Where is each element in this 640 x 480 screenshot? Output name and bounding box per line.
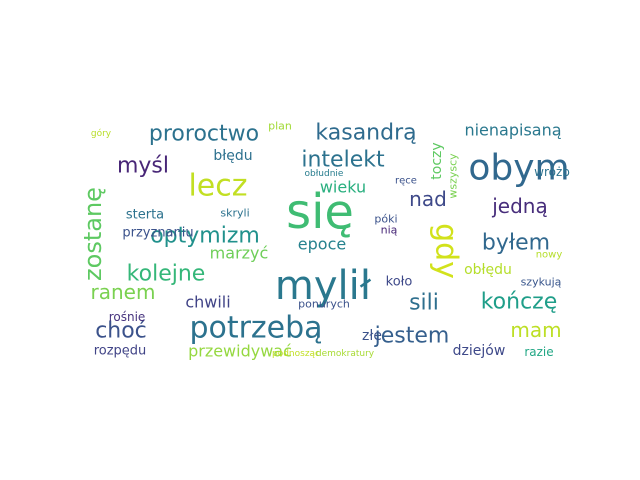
- cloud-word: obym: [468, 148, 569, 189]
- cloud-word: dziejów: [453, 343, 506, 359]
- cloud-word: kończę: [481, 290, 558, 315]
- cloud-word: gdy: [429, 223, 464, 279]
- cloud-word: sili: [409, 291, 439, 316]
- cloud-word: epoce: [298, 235, 346, 254]
- cloud-word: nią: [381, 224, 398, 237]
- cloud-word: kolejne: [127, 262, 206, 287]
- cloud-word: myśl: [117, 154, 169, 179]
- cloud-word: przyznaniu: [122, 226, 193, 241]
- cloud-word: skryli: [220, 207, 249, 220]
- cloud-word: obłędu: [464, 262, 512, 278]
- cloud-word: mam: [510, 318, 561, 342]
- cloud-word: góry: [91, 128, 112, 139]
- cloud-word: ranem: [91, 280, 156, 304]
- cloud-word: ponurych: [298, 298, 350, 311]
- cloud-word: przewidywać: [188, 342, 292, 361]
- cloud-word: nienapisaną: [464, 121, 561, 140]
- cloud-word: wróżb: [534, 165, 570, 179]
- cloud-word: demokratury: [316, 349, 375, 359]
- cloud-word: jestem: [374, 324, 450, 349]
- cloud-word: błędu: [213, 148, 252, 164]
- cloud-word: podnosząc: [272, 349, 320, 359]
- cloud-word: sterta: [126, 208, 164, 223]
- cloud-word: intelekt: [301, 148, 385, 173]
- cloud-word: razie: [524, 345, 553, 359]
- cloud-word: zostanę: [79, 187, 107, 281]
- cloud-word: się: [286, 184, 354, 240]
- cloud-word: proroctwo: [149, 122, 259, 147]
- cloud-word: obłudnie: [305, 169, 344, 179]
- cloud-word: jedną: [491, 194, 548, 218]
- cloud-word: potrzebą: [189, 311, 322, 346]
- cloud-word: koło: [386, 275, 413, 290]
- cloud-word: rozpędu: [94, 344, 147, 359]
- cloud-word: ręce: [395, 176, 417, 187]
- cloud-word: szykują: [521, 276, 562, 289]
- cloud-word: nad: [409, 187, 447, 211]
- cloud-word: wszyscy: [447, 153, 460, 199]
- cloud-word: choć: [95, 319, 147, 344]
- cloud-word: póki: [374, 213, 397, 226]
- cloud-word: byłem: [482, 231, 550, 256]
- cloud-word: nowy: [536, 250, 563, 261]
- cloud-word: kasandrą: [315, 121, 416, 146]
- cloud-word: chwili: [185, 293, 230, 312]
- cloud-word: lecz: [188, 169, 247, 204]
- cloud-word: toczy: [429, 142, 445, 179]
- cloud-word: wieku: [320, 178, 366, 197]
- cloud-word: złe: [362, 328, 382, 344]
- cloud-word: plan: [268, 120, 292, 133]
- cloud-word: mylił: [275, 263, 372, 309]
- cloud-word: marzyć: [210, 244, 269, 263]
- cloud-word: rośnie: [109, 310, 146, 324]
- cloud-word: optymizm: [150, 224, 260, 249]
